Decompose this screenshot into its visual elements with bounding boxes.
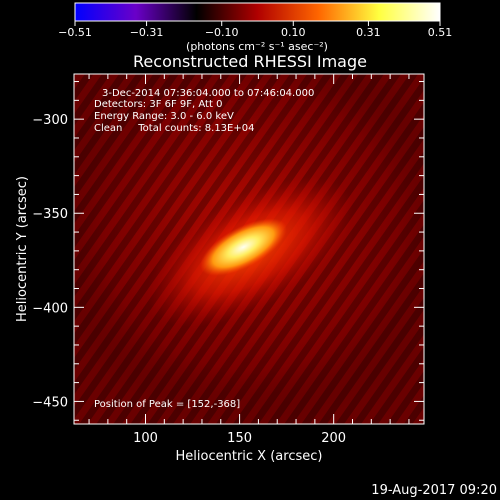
- footer-timestamp: 19-Aug-2017 09:20: [371, 483, 497, 498]
- annotation-total-counts: Clean Total counts: 8.13E+04: [94, 123, 254, 134]
- colorbar-tick-label: 0.51: [428, 26, 453, 39]
- chart-title: Reconstructed RHESSI Image: [133, 52, 367, 71]
- colorbar: −0.51 −0.31 −0.10 0.10 0.31 0.51 (photons cm⁻…: [58, 2, 452, 53]
- y-axis-label: Heliocentric Y (arcsec): [15, 176, 30, 322]
- y-tick-label: −450: [32, 395, 68, 410]
- x-tick-label: 100: [133, 431, 158, 446]
- x-tick-label: 200: [321, 431, 346, 446]
- annotation-time-range: 3-Dec-2014 07:36:04.000 to 07:46:04.000: [102, 88, 314, 99]
- x-tick-label: 150: [227, 431, 252, 446]
- colorbar-ticks: −0.51 −0.31 −0.10 0.10 0.31 0.51: [58, 21, 452, 39]
- colorbar-tick-label: −0.10: [205, 26, 239, 39]
- annotation-block: 3-Dec-2014 07:36:04.000 to 07:46:04.000 …: [94, 88, 314, 410]
- colorbar-gradient: [74, 2, 441, 22]
- colorbar-label: (photons cm⁻² s⁻¹ asec⁻²): [186, 40, 328, 53]
- x-axis: 100 150 200: [88, 74, 410, 446]
- plot-frame: [73, 73, 425, 425]
- heatmap-peak-source: [199, 218, 287, 276]
- y-tick-label: −300: [32, 113, 68, 128]
- colorbar-tick-label: −0.31: [130, 26, 164, 39]
- y-tick-label: −350: [32, 207, 68, 222]
- annotation-peak-position: Position of Peak = [152,-368]: [94, 399, 240, 410]
- x-axis-label: Heliocentric X (arcsec): [176, 449, 323, 464]
- heatmap-image: [74, 74, 424, 424]
- annotation-energy-range: Energy Range: 3.0 - 6.0 keV: [94, 111, 234, 122]
- annotation-detectors: Detectors: 3F 6F 9F, Att 0: [94, 99, 222, 110]
- y-tick-label: −400: [32, 301, 68, 316]
- colorbar-tick-label: 0.31: [356, 26, 381, 39]
- y-axis: −300 −350 −400 −450: [32, 81, 424, 421]
- colorbar-tick-label: 0.10: [281, 26, 306, 39]
- colorbar-tick-label: −0.51: [58, 26, 92, 39]
